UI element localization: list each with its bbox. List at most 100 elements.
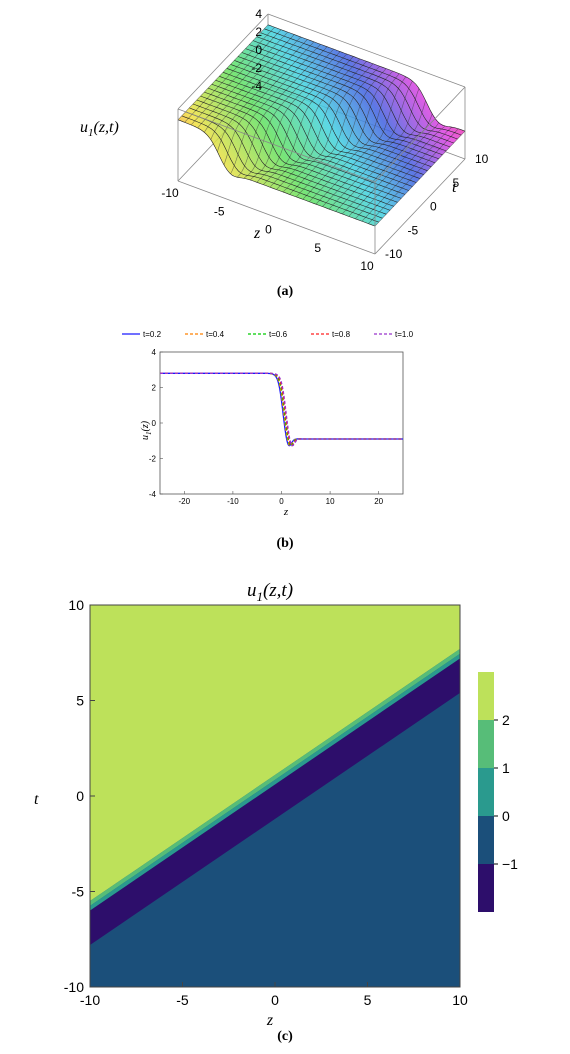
legend-swatch-0 xyxy=(478,672,494,720)
mesh-line-z xyxy=(335,100,426,212)
surface-patch xyxy=(262,132,273,158)
contour-x-tick-label: -10 xyxy=(80,992,100,1008)
surface-patch xyxy=(331,115,343,141)
surface-patch xyxy=(380,97,391,122)
surface-patch xyxy=(397,110,408,132)
surface-patch xyxy=(415,88,426,113)
contour-band-0 xyxy=(90,648,460,906)
surface-patch xyxy=(217,140,228,165)
surface-patch xyxy=(335,105,346,129)
mesh-line-z xyxy=(269,58,361,188)
surface-patch xyxy=(311,114,322,139)
surface-patch xyxy=(338,128,349,148)
mesh-line-z xyxy=(177,24,269,121)
line-y-tick-label: -2 xyxy=(149,455,157,464)
surface-patch xyxy=(359,97,371,119)
surface-patch xyxy=(328,127,339,149)
surface-patch xyxy=(266,122,277,146)
panel-c: u1(z,t) -10 -5 0 5 10 10 5 0 -5 -10 2 1 0 −1 z t (c) xyxy=(0,572,570,1054)
surface-patch xyxy=(387,109,398,132)
surface-patch xyxy=(238,142,249,166)
mesh-line-z xyxy=(368,128,459,224)
legend-label-t=0.6: t=0.6 xyxy=(269,330,288,339)
surface-x-tick-label: -10 xyxy=(161,186,179,200)
mesh-line-z xyxy=(315,76,407,205)
surface-patch xyxy=(407,111,419,131)
mesh-line-z xyxy=(217,39,308,152)
contour-band-2 xyxy=(90,658,460,945)
mesh-line-z xyxy=(302,70,394,200)
legend-label-0: 2 xyxy=(502,712,510,728)
contour-y-tick-label: 10 xyxy=(68,597,84,613)
box-front-edge xyxy=(177,180,376,255)
surface-patch xyxy=(290,114,301,137)
contour-y-axis-label: t xyxy=(34,791,39,808)
surface-z-tick-label: 0 xyxy=(255,43,262,57)
contour-x-tick-label: 0 xyxy=(271,992,279,1008)
box-front-edge xyxy=(374,86,466,183)
surface-patch xyxy=(345,105,357,130)
surface-patch xyxy=(252,131,263,157)
surface-ticks: -10 -5 0 5 10 -10 -5 0 5 10 4 2 0 -2 -4 xyxy=(161,7,488,273)
mesh-line-z xyxy=(328,88,420,210)
surface-box-front xyxy=(177,86,466,255)
surface-patch xyxy=(349,97,360,118)
mesh-line-z xyxy=(276,61,367,190)
surface-z-tick-label: -4 xyxy=(251,79,262,93)
surface-patch xyxy=(241,131,253,156)
surface-patch xyxy=(258,144,269,166)
line-y-tick-label: -4 xyxy=(149,490,157,499)
mesh-line-z xyxy=(256,53,348,183)
surface-patch xyxy=(317,126,329,149)
surface-patch xyxy=(300,113,312,138)
surface-plot-a: -10 -5 0 5 10 -10 -5 0 5 10 4 2 0 -2 -4 u1(z,t) z t xyxy=(80,7,489,273)
panel-b: t=0.2 t=0.4 t=0.6 t=0.8 t=1.0 -20 -10 0 10 20 4 2 0… xyxy=(0,322,570,562)
surface-patch xyxy=(411,99,422,124)
surface-patch xyxy=(303,137,314,156)
legend-swatch-4 xyxy=(478,864,494,912)
mesh-line-z xyxy=(289,65,380,195)
contour-x-tick-label: 5 xyxy=(364,992,372,1008)
legend-label-1: 1 xyxy=(502,760,510,776)
mesh-line-z xyxy=(223,41,315,166)
surface-mesh xyxy=(177,24,466,227)
surface-patch xyxy=(366,106,377,132)
line-x-tick-label: -10 xyxy=(227,497,239,506)
surface-patch xyxy=(221,131,232,154)
mesh-line-z xyxy=(341,113,433,215)
surface-patch xyxy=(404,88,416,112)
caption-b: (b) xyxy=(276,536,294,551)
surface-patch xyxy=(314,105,326,127)
mesh-line-z xyxy=(322,80,413,207)
surface-patch xyxy=(272,133,284,158)
mesh-line-z xyxy=(230,44,321,175)
legend-label-t=1.0: t=1.0 xyxy=(395,330,414,339)
box-front-edge xyxy=(177,108,376,183)
surface-patch xyxy=(283,134,294,158)
series-line-t=1.0 xyxy=(160,372,403,447)
mesh-line-z xyxy=(263,56,354,185)
surface-x-axis-label: z xyxy=(253,225,261,242)
contour-y-tick-label: -5 xyxy=(72,884,85,900)
surface-patch xyxy=(362,118,374,140)
surface-patch xyxy=(352,117,363,141)
surface-x-tick-label: -5 xyxy=(214,204,225,218)
surface-patch xyxy=(325,105,336,128)
mesh-line-z xyxy=(243,48,334,179)
line-y-tick-label: 2 xyxy=(152,384,157,393)
surface-patch xyxy=(356,106,367,131)
mesh-line-z xyxy=(210,36,302,140)
surface-patch xyxy=(210,131,222,152)
contour-title: u1(z,t) xyxy=(247,580,293,604)
surface-patch xyxy=(373,120,384,139)
panel-a: -10 -5 0 5 10 -10 -5 0 5 10 4 2 0 -2 -4 u1(z,t) z t (a… xyxy=(0,0,570,310)
surface-patch xyxy=(297,123,308,149)
surface-y-tick-label: 10 xyxy=(475,152,489,166)
surface-patch xyxy=(280,114,291,135)
surface-patch xyxy=(342,116,353,141)
surface-patch xyxy=(394,88,405,111)
mesh-line-z xyxy=(282,63,374,193)
caption-c: (c) xyxy=(277,1029,293,1044)
